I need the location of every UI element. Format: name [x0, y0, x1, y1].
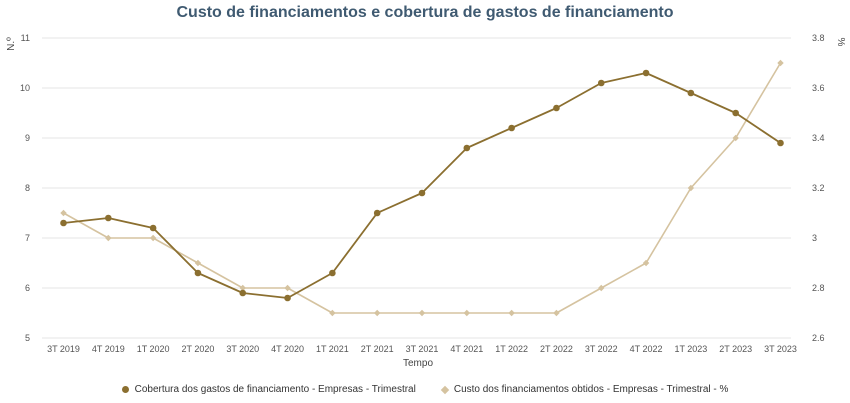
y-left-tick-label: 10 [20, 83, 30, 93]
x-tick-label: 2T 2022 [540, 344, 573, 354]
data-point-custo [463, 309, 471, 317]
data-point-cobertura [508, 124, 515, 132]
data-point-custo [732, 134, 739, 142]
y-left-tick-label: 7 [25, 233, 30, 243]
x-tick-label: 3T 2023 [764, 344, 797, 354]
data-point-custo [508, 309, 515, 317]
chart-title: Custo de financiamentos e cobertura de g… [176, 4, 674, 21]
x-tick-label: 4T 2019 [92, 344, 125, 354]
y-left-tick-label: 9 [25, 133, 30, 143]
data-point-cobertura [284, 294, 291, 302]
y-left-tick-label: 5 [25, 333, 30, 343]
x-tick-label: 1T 2021 [316, 344, 349, 354]
legend-item-custo[interactable]: Custo dos financiamentos obtidos - Empre… [440, 384, 729, 395]
data-point-custo [598, 284, 605, 292]
y-left-axis-title: N.º [6, 37, 17, 51]
x-tick-label: 3T 2019 [47, 344, 80, 354]
y-right-tick-label: 3.6 [812, 83, 825, 93]
y-left-tick-label: 6 [25, 283, 30, 293]
legend-label-cobertura: Cobertura dos gastos de financiamento - … [134, 384, 416, 395]
x-tick-label: 3T 2021 [406, 344, 439, 354]
y-left-tick-label: 11 [21, 33, 30, 43]
x-tick-label: 4T 2020 [271, 344, 304, 354]
data-point-cobertura [687, 89, 695, 97]
x-tick-label: 1T 2023 [674, 344, 707, 354]
gridlines [42, 37, 791, 339]
y-right-tick-label: 2.8 [812, 283, 825, 293]
legend-label-custo: Custo dos financiamentos obtidos - Empre… [453, 384, 729, 395]
x-tick-label: 2T 2021 [361, 344, 394, 354]
data-point-cobertura [463, 144, 471, 152]
series-line-cobertura [63, 72, 782, 299]
x-axis-title: Tempo [403, 358, 433, 369]
data-point-cobertura [329, 269, 336, 277]
axes: 5 6 7 8 9 10 11 2.6 2.8 3 3.2 3.4 3.6 3.8 3T 2019 4T 20… [6, 33, 846, 369]
data-point-cobertura [149, 224, 157, 232]
x-tick-label: 1T 2022 [495, 344, 528, 354]
y-right-tick-label: 2.6 [812, 333, 825, 343]
chart-legend: Cobertura dos gastos de financiamento - … [0, 384, 850, 395]
data-point-custo [418, 309, 426, 317]
data-point-cobertura [553, 104, 560, 112]
data-point-custo [284, 284, 291, 292]
data-point-cobertura [239, 289, 247, 297]
series [60, 59, 784, 317]
data-point-cobertura [194, 269, 202, 277]
data-point-cobertura [642, 69, 650, 77]
x-tick-label: 4T 2022 [630, 344, 663, 354]
x-tick-label: 4T 2021 [450, 344, 483, 354]
x-tick-label: 2T 2020 [182, 344, 215, 354]
data-point-custo [60, 209, 67, 217]
data-point-cobertura [60, 219, 67, 227]
data-point-custo [329, 309, 336, 317]
data-point-custo [777, 59, 784, 67]
x-tick-label: 3T 2022 [585, 344, 618, 354]
y-right-tick-label: 3 [812, 233, 817, 243]
y-right-tick-label: 3.4 [812, 133, 825, 143]
x-tick-label: 1T 2020 [137, 344, 170, 354]
y-right-tick-label: 3.8 [812, 33, 825, 43]
legend-item-cobertura[interactable]: Cobertura dos gastos de financiamento - … [121, 384, 416, 395]
data-point-custo [373, 309, 381, 317]
data-point-custo [194, 259, 202, 267]
x-tick-label: 3T 2020 [226, 344, 259, 354]
data-point-cobertura [373, 209, 381, 217]
data-point-custo [149, 234, 157, 242]
data-point-custo [105, 234, 112, 242]
data-point-custo [687, 184, 695, 192]
data-point-custo [642, 259, 650, 267]
data-point-cobertura [105, 214, 112, 222]
data-point-cobertura [418, 189, 426, 197]
data-point-custo [239, 284, 246, 292]
legend-marker-circle-icon [121, 386, 129, 393]
data-point-cobertura [732, 109, 739, 117]
legend-marker-diamond-icon [440, 385, 450, 394]
data-point-cobertura [597, 79, 605, 87]
data-point-cobertura [777, 139, 784, 147]
y-right-axis-title: % [835, 38, 846, 47]
y-right-tick-label: 3.2 [812, 183, 825, 193]
x-tick-label: 2T 2023 [719, 344, 752, 354]
y-left-tick-label: 8 [25, 183, 30, 193]
data-point-custo [553, 309, 560, 317]
